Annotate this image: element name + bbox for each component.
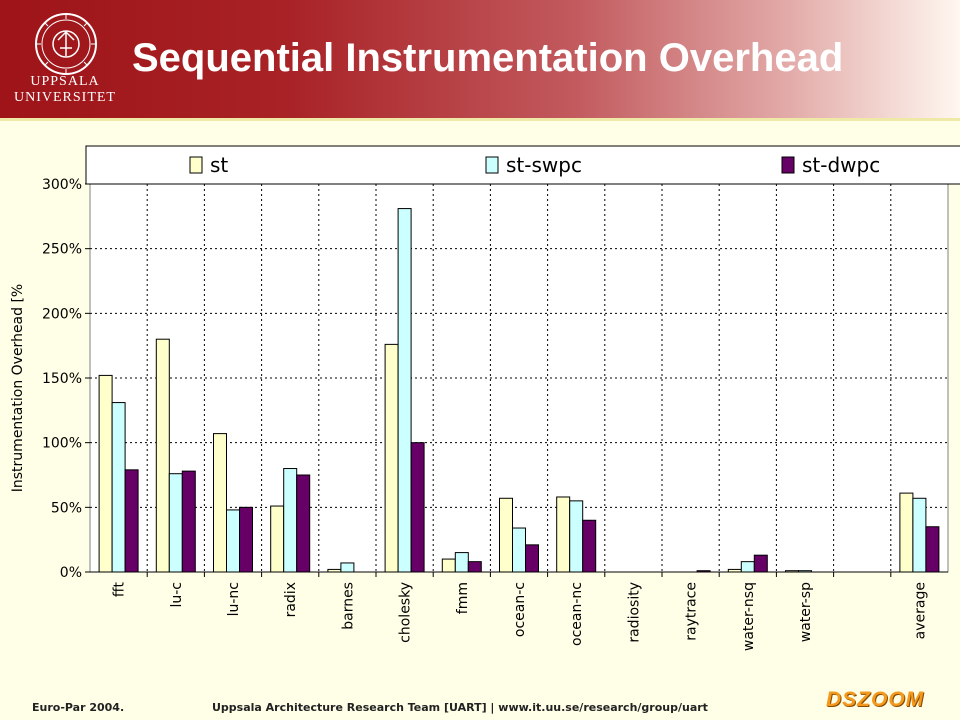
- bar-st-swpc-fmm: [454, 552, 469, 573]
- x-tick-label: fft: [112, 581, 128, 597]
- footer-conference: Euro-Par 2004.: [32, 701, 125, 714]
- bar-st-lu-nc: [213, 433, 227, 573]
- x-tick-label: ocean-c: [512, 582, 528, 637]
- y-axis-label: Instrumentation Overhead [%: [10, 284, 26, 492]
- x-tick-label: radiosity: [626, 582, 642, 643]
- y-tick-label: 200%: [42, 306, 82, 322]
- bar-st-swpc-ocean-nc: [569, 500, 584, 573]
- bar-st-dwpc-lu-nc: [239, 506, 253, 573]
- bar-st-dwpc-fft: [124, 469, 139, 573]
- bar-st-swpc-fft: [111, 402, 126, 573]
- legend-swatch-st: [189, 156, 203, 174]
- bar-st-dwpc-fmm: [467, 561, 482, 573]
- y-tick-label: 300%: [42, 177, 82, 193]
- bar-st-swpc-cholesky: [397, 208, 412, 573]
- bar-st-swpc-lu-c: [168, 473, 183, 573]
- bar-st-swpc-average: [912, 497, 927, 573]
- header-bar: UPPSALA UNIVERSITET Sequential Instrumen…: [0, 0, 960, 118]
- legend-box: [85, 145, 960, 185]
- bar-st-cholesky: [384, 343, 399, 573]
- bar-st-swpc-ocean-c: [512, 527, 526, 573]
- bar-st-dwpc-ocean-c: [525, 544, 539, 573]
- bar-st-average: [899, 492, 914, 573]
- bar-st-fft: [98, 374, 113, 573]
- footer-team-url: Uppsala Architecture Research Team [UART…: [212, 701, 708, 714]
- bar-st-dwpc-lu-c: [181, 470, 196, 573]
- bar-st-fmm: [441, 558, 456, 573]
- bar-st-dwpc-ocean-nc: [582, 519, 597, 573]
- bar-st-swpc-radix: [283, 468, 298, 573]
- bar-st-swpc-lu-nc: [226, 509, 240, 573]
- bar-st-swpc-barnes: [340, 562, 355, 573]
- y-tick-label: 0%: [60, 565, 82, 581]
- x-tick-label: cholesky: [398, 582, 414, 643]
- bar-st-radix: [270, 505, 285, 573]
- y-tick-label: 50%: [51, 500, 82, 516]
- legend-swatch-st-swpc: [485, 156, 499, 174]
- x-tick-label: lu-nc: [226, 582, 242, 616]
- bar-st-swpc-water-nsq: [740, 561, 755, 573]
- legend-label-st-swpc: st-swpc: [506, 153, 582, 177]
- x-tick-label: lu-c: [169, 582, 185, 608]
- legend-swatch-st-dwpc: [781, 156, 795, 174]
- bar-chart: 0% 50% 100% 150% 200% 250% 300% fft lu-c lu-nc rad…: [10, 145, 960, 651]
- x-tick-label: fmm: [455, 582, 471, 614]
- x-tick-label: raytrace: [684, 582, 700, 641]
- bar-st-ocean-nc: [556, 496, 571, 573]
- y-tick-label: 100%: [42, 436, 82, 452]
- bar-st-dwpc-cholesky: [410, 442, 425, 573]
- bar-st-dwpc-water-nsq: [753, 554, 768, 573]
- bar-st-lu-c: [155, 338, 170, 573]
- logo-text-uppsala: UPPSALA: [30, 74, 100, 89]
- bar-st-dwpc-radix: [296, 474, 311, 573]
- y-tick-label: 250%: [42, 242, 82, 258]
- legend-label-st-dwpc: st-dwpc: [802, 153, 880, 177]
- slide-title: Sequential Instrumentation Overhead: [132, 36, 844, 80]
- x-tick-label: average: [912, 582, 928, 639]
- header-divider: [0, 118, 960, 121]
- legend-label-st: st: [210, 153, 228, 177]
- x-tick-label: water-sp: [798, 582, 814, 642]
- y-tick-label: 150%: [42, 371, 82, 387]
- bar-st-dwpc-average: [925, 526, 940, 573]
- x-tick-label: ocean-nc: [569, 582, 585, 646]
- university-seal-icon: [35, 13, 97, 75]
- bar-st-ocean-c: [499, 497, 513, 573]
- x-tick-label: barnes: [340, 582, 356, 630]
- dszoom-logo: DSZOOM: [826, 688, 925, 711]
- x-tick-label: water-nsq: [741, 582, 757, 651]
- logo-text-universitet: UNIVERSITET: [14, 90, 116, 105]
- x-tick-label: radix: [283, 582, 299, 617]
